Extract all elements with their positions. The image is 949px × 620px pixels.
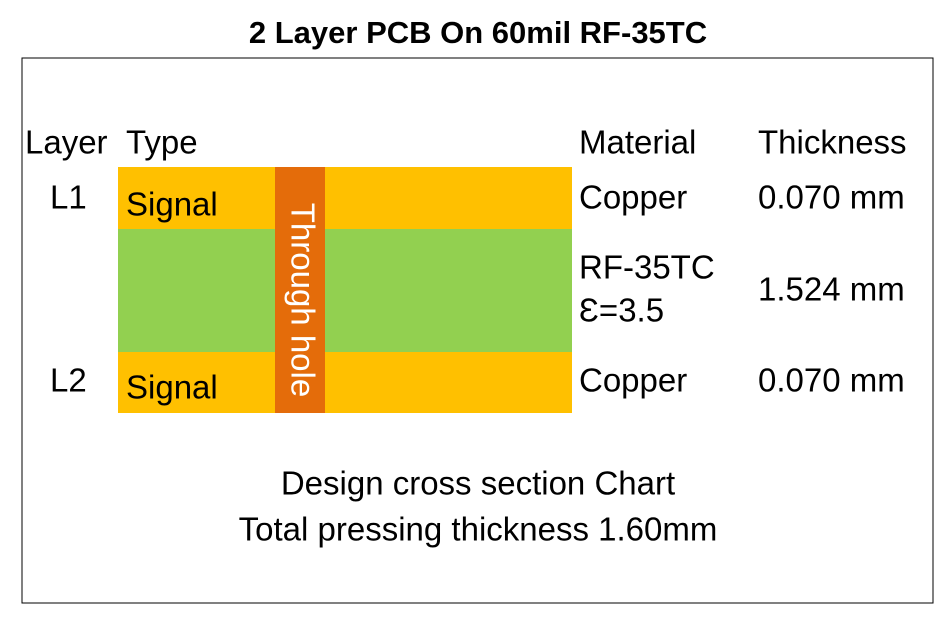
layer-label: L1 [50, 179, 87, 216]
copper-layer [118, 167, 572, 229]
material: Copper [579, 362, 687, 399]
copper-layer [118, 352, 572, 413]
material: Copper [579, 179, 687, 216]
dielectric-constant: Ɛ=3.5 [579, 292, 664, 329]
footer-line: Design cross section Chart [281, 465, 675, 502]
layer-type: Signal [126, 369, 218, 406]
thickness: 0.070 mm [758, 179, 905, 216]
via-label: Through hole [284, 203, 321, 397]
footer-line: Total pressing thickness 1.60mm [239, 511, 718, 548]
through-hole [275, 167, 325, 413]
dielectric-layer [118, 229, 572, 352]
title: 2 Layer PCB On 60mil RF-35TC [249, 15, 707, 50]
thickness: 1.524 mm [758, 271, 905, 308]
header-material: Material [579, 124, 696, 161]
frame [21, 57, 934, 604]
material: RF-35TC [579, 249, 715, 286]
thickness: 0.070 mm [758, 362, 905, 399]
header-thickness: Thickness [758, 124, 907, 161]
header-type: Type [126, 124, 198, 161]
layer-type: Signal [126, 186, 218, 223]
layer-label: L2 [50, 362, 87, 399]
header-layer: Layer [25, 124, 108, 161]
